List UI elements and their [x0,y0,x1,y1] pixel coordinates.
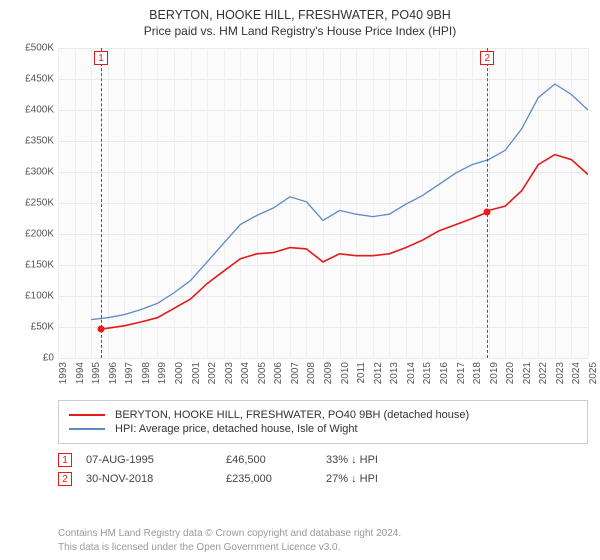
gridline-v [588,48,589,358]
x-axis-label: 1998 [141,362,152,384]
transaction-row: 2 30-NOV-2018£235,00027% ↓ HPI [58,472,588,486]
transaction-marker-box: 2 [58,472,72,486]
y-axis-label: £0 [8,353,54,364]
x-axis-label: 2025 [588,362,599,384]
legend-label: HPI: Average price, detached house, Isle… [115,423,358,435]
chart-container: BERYTON, HOOKE HILL, FRESHWATER, PO40 9B… [0,0,600,560]
x-axis-label: 2016 [439,362,450,384]
series-line [101,155,588,330]
x-axis-label: 1994 [75,362,86,384]
marker-box: 2 [480,51,494,65]
x-axis-label: 2017 [456,362,467,384]
x-axis-label: 1996 [108,362,119,384]
marker-line [101,48,102,358]
y-axis-label: £300K [8,167,54,178]
x-axis-label: 2003 [224,362,235,384]
series-line [91,84,588,320]
y-axis-label: £500K [8,43,54,54]
x-axis-label: 2002 [207,362,218,384]
x-axis-label: 2020 [505,362,516,384]
y-axis-label: £350K [8,136,54,147]
transaction-table: 1 07-AUG-1995£46,50033% ↓ HPI 2 30-NOV-2018… [58,448,588,491]
x-axis-label: 1999 [157,362,168,384]
transaction-pct: 27% ↓ HPI [326,473,466,485]
y-axis-label: £450K [8,74,54,85]
y-axis-label: £400K [8,105,54,116]
x-axis-label: 2009 [323,362,334,384]
x-axis-label: 1997 [124,362,135,384]
x-axis-label: 2007 [290,362,301,384]
transaction-pct: 33% ↓ HPI [326,454,466,466]
price-dot [98,326,105,333]
x-axis-label: 2022 [538,362,549,384]
x-axis-label: 2018 [472,362,483,384]
x-axis-label: 2021 [522,362,533,384]
x-axis-label: 2000 [174,362,185,384]
transaction-date: 30-NOV-2018 [86,473,226,485]
x-axis-label: 2019 [489,362,500,384]
marker-line [487,48,488,358]
x-axis-label: 2014 [406,362,417,384]
chart-area: £0 £50K £100K £150K £200K £250K £300K £350K £400… [8,48,592,388]
y-axis-label: £50K [8,322,54,333]
x-axis-label: 1993 [58,362,69,384]
x-axis-label: 1995 [91,362,102,384]
x-axis-label: 2008 [306,362,317,384]
x-axis-label: 2024 [571,362,582,384]
x-axis-label: 2001 [191,362,202,384]
x-axis-label: 2006 [273,362,284,384]
x-axis-label: 2012 [373,362,384,384]
footnote-line2: This data is licensed under the Open Gov… [58,541,588,555]
plot-area: 12 [58,48,588,358]
x-axis-label: 2015 [422,362,433,384]
y-axis-label: £100K [8,291,54,302]
transaction-price: £235,000 [226,473,326,485]
y-axis-label: £250K [8,198,54,209]
transaction-marker-box: 1 [58,453,72,467]
x-axis-label: 2004 [240,362,251,384]
x-axis-label: 2023 [555,362,566,384]
x-axis-label: 2011 [356,362,367,384]
title-primary: BERYTON, HOOKE HILL, FRESHWATER, PO40 9B… [0,8,600,22]
transaction-date: 07-AUG-1995 [86,454,226,466]
transaction-row: 1 07-AUG-1995£46,50033% ↓ HPI [58,453,588,467]
legend: BERYTON, HOOKE HILL, FRESHWATER, PO40 9B… [58,400,588,444]
x-axis-label: 2010 [340,362,351,384]
y-axis-label: £200K [8,229,54,240]
footnote: Contains HM Land Registry data © Crown c… [58,527,588,554]
footnote-line1: Contains HM Land Registry data © Crown c… [58,527,588,541]
x-axis-label: 2013 [389,362,400,384]
legend-label: BERYTON, HOOKE HILL, FRESHWATER, PO40 9B… [115,409,469,421]
gridline-h [58,358,588,359]
series-svg [58,48,588,358]
legend-row: HPI: Average price, detached house, Isle… [69,423,577,435]
transaction-price: £46,500 [226,454,326,466]
y-axis-label: £150K [8,260,54,271]
title-block: BERYTON, HOOKE HILL, FRESHWATER, PO40 9B… [0,0,600,38]
title-secondary: Price paid vs. HM Land Registry's House … [0,24,600,38]
price-dot [484,209,491,216]
legend-row: BERYTON, HOOKE HILL, FRESHWATER, PO40 9B… [69,409,577,421]
x-axis-label: 2005 [257,362,268,384]
marker-box: 1 [94,51,108,65]
legend-swatch [69,428,105,430]
legend-swatch [69,414,105,416]
